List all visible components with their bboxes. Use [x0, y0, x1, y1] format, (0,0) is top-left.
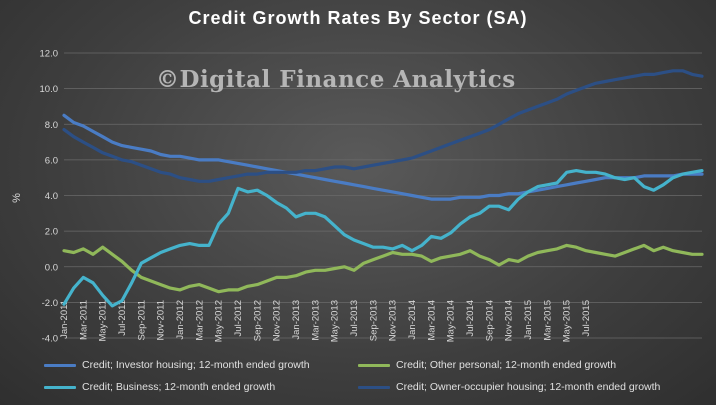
x-tick-label: Jul-2014: [465, 300, 476, 336]
legend-item-owner-occupier: Credit; Owner-occupier housing; 12-month…: [358, 381, 660, 393]
x-tick-label: Mar-2013: [310, 300, 321, 341]
x-tick-labels: Jan-2011 Mar-2011 May-2011 Jul-2011 Sep-2011…: [59, 300, 592, 342]
legend-label-investor: Credit; Investor housing; 12-month ended…: [82, 359, 310, 371]
x-tick-label: Mar-2012: [194, 300, 205, 341]
x-tick-label: Mar-2015: [542, 300, 553, 341]
x-tick-label: Sep-2014: [484, 300, 495, 341]
y-tick-label: -2.0: [42, 298, 58, 309]
x-tick-label: Jan-2012: [175, 300, 186, 340]
x-tick-label: Jul-2012: [233, 300, 244, 336]
x-tick-label: Mar-2014: [426, 300, 437, 341]
x-tick-label: May-2011: [98, 300, 109, 342]
chart-legend: Credit; Investor housing; 12-month ended…: [44, 352, 716, 402]
gridlines: [64, 52, 702, 339]
y-tick-label: 12.0: [40, 49, 59, 60]
series-line-investor: [62, 113, 704, 201]
legend-label-business: Credit; Business; 12-month ended growth: [82, 381, 276, 393]
x-tick-label: Jan-2013: [291, 300, 302, 340]
series-line-other-personal: [62, 243, 704, 294]
legend-swatch-investor: [44, 363, 76, 367]
x-tick-label: Sep-2012: [252, 300, 263, 341]
x-tick-label: Sep-2011: [136, 300, 147, 341]
legend-item-other-personal: Credit; Other personal; 12-month ended g…: [358, 359, 616, 371]
y-tick-labels: 12.0 10.0 8.0 6.0 4.0 2.0 0.0 -2.0 -4.0: [40, 49, 59, 345]
legend-swatch-business: [44, 385, 76, 389]
x-tick-label: Jan-2011: [59, 300, 70, 339]
x-tick-label: Jul-2013: [349, 300, 360, 336]
x-tick-label: Jan-2015: [523, 300, 534, 340]
series-line-owner-occupier: [62, 69, 704, 183]
x-tick-label: Nov-2012: [272, 300, 283, 341]
x-tick-label: Nov-2011: [156, 300, 167, 341]
y-tick-label: 4.0: [45, 191, 58, 202]
x-tick-label: May-2014: [446, 300, 457, 342]
series-line-business: [62, 169, 704, 308]
x-tick-label: Nov-2013: [388, 300, 399, 341]
x-tick-label: Mar-2011: [78, 300, 89, 340]
y-axis-label: %: [11, 193, 23, 203]
chart-title: Credit Growth Rates By Sector (SA): [188, 8, 528, 28]
x-tick-label: Jul-2015: [581, 300, 592, 336]
x-tick-label: Nov-2014: [504, 300, 515, 341]
y-tick-label: 0.0: [45, 262, 58, 273]
y-tick-label: 6.0: [45, 155, 58, 166]
legend-label-other-personal: Credit; Other personal; 12-month ended g…: [396, 359, 617, 371]
x-tick-label: Jan-2014: [407, 300, 418, 340]
y-tick-label: -4.0: [42, 334, 58, 345]
y-tick-label: 8.0: [45, 120, 58, 131]
legend-item-investor: Credit; Investor housing; 12-month ended…: [44, 359, 310, 371]
x-tick-label: Sep-2013: [368, 300, 379, 341]
x-tick-label: May-2015: [562, 300, 573, 342]
x-tick-label: May-2013: [330, 300, 341, 342]
y-tick-label: 2.0: [45, 227, 58, 238]
legend-swatch-other-personal: [358, 363, 390, 367]
chart-plot: 12.0 10.0 8.0 6.0 4.0 2.0 0.0 -2.0 -4.0 % Jan-20…: [11, 49, 704, 345]
y-tick-label: 10.0: [40, 84, 59, 95]
x-tick-label: Jul-2011: [117, 300, 128, 336]
series-lines: [62, 69, 704, 308]
legend-label-owner-occupier: Credit; Owner-occupier housing; 12-month…: [396, 381, 661, 393]
watermark-text: ©Digital Finance Analytics: [156, 66, 516, 93]
legend-item-business: Credit; Business; 12-month ended growth: [44, 381, 275, 393]
legend-swatch-owner-occupier: [358, 385, 390, 389]
x-tick-label: May-2012: [214, 300, 225, 342]
